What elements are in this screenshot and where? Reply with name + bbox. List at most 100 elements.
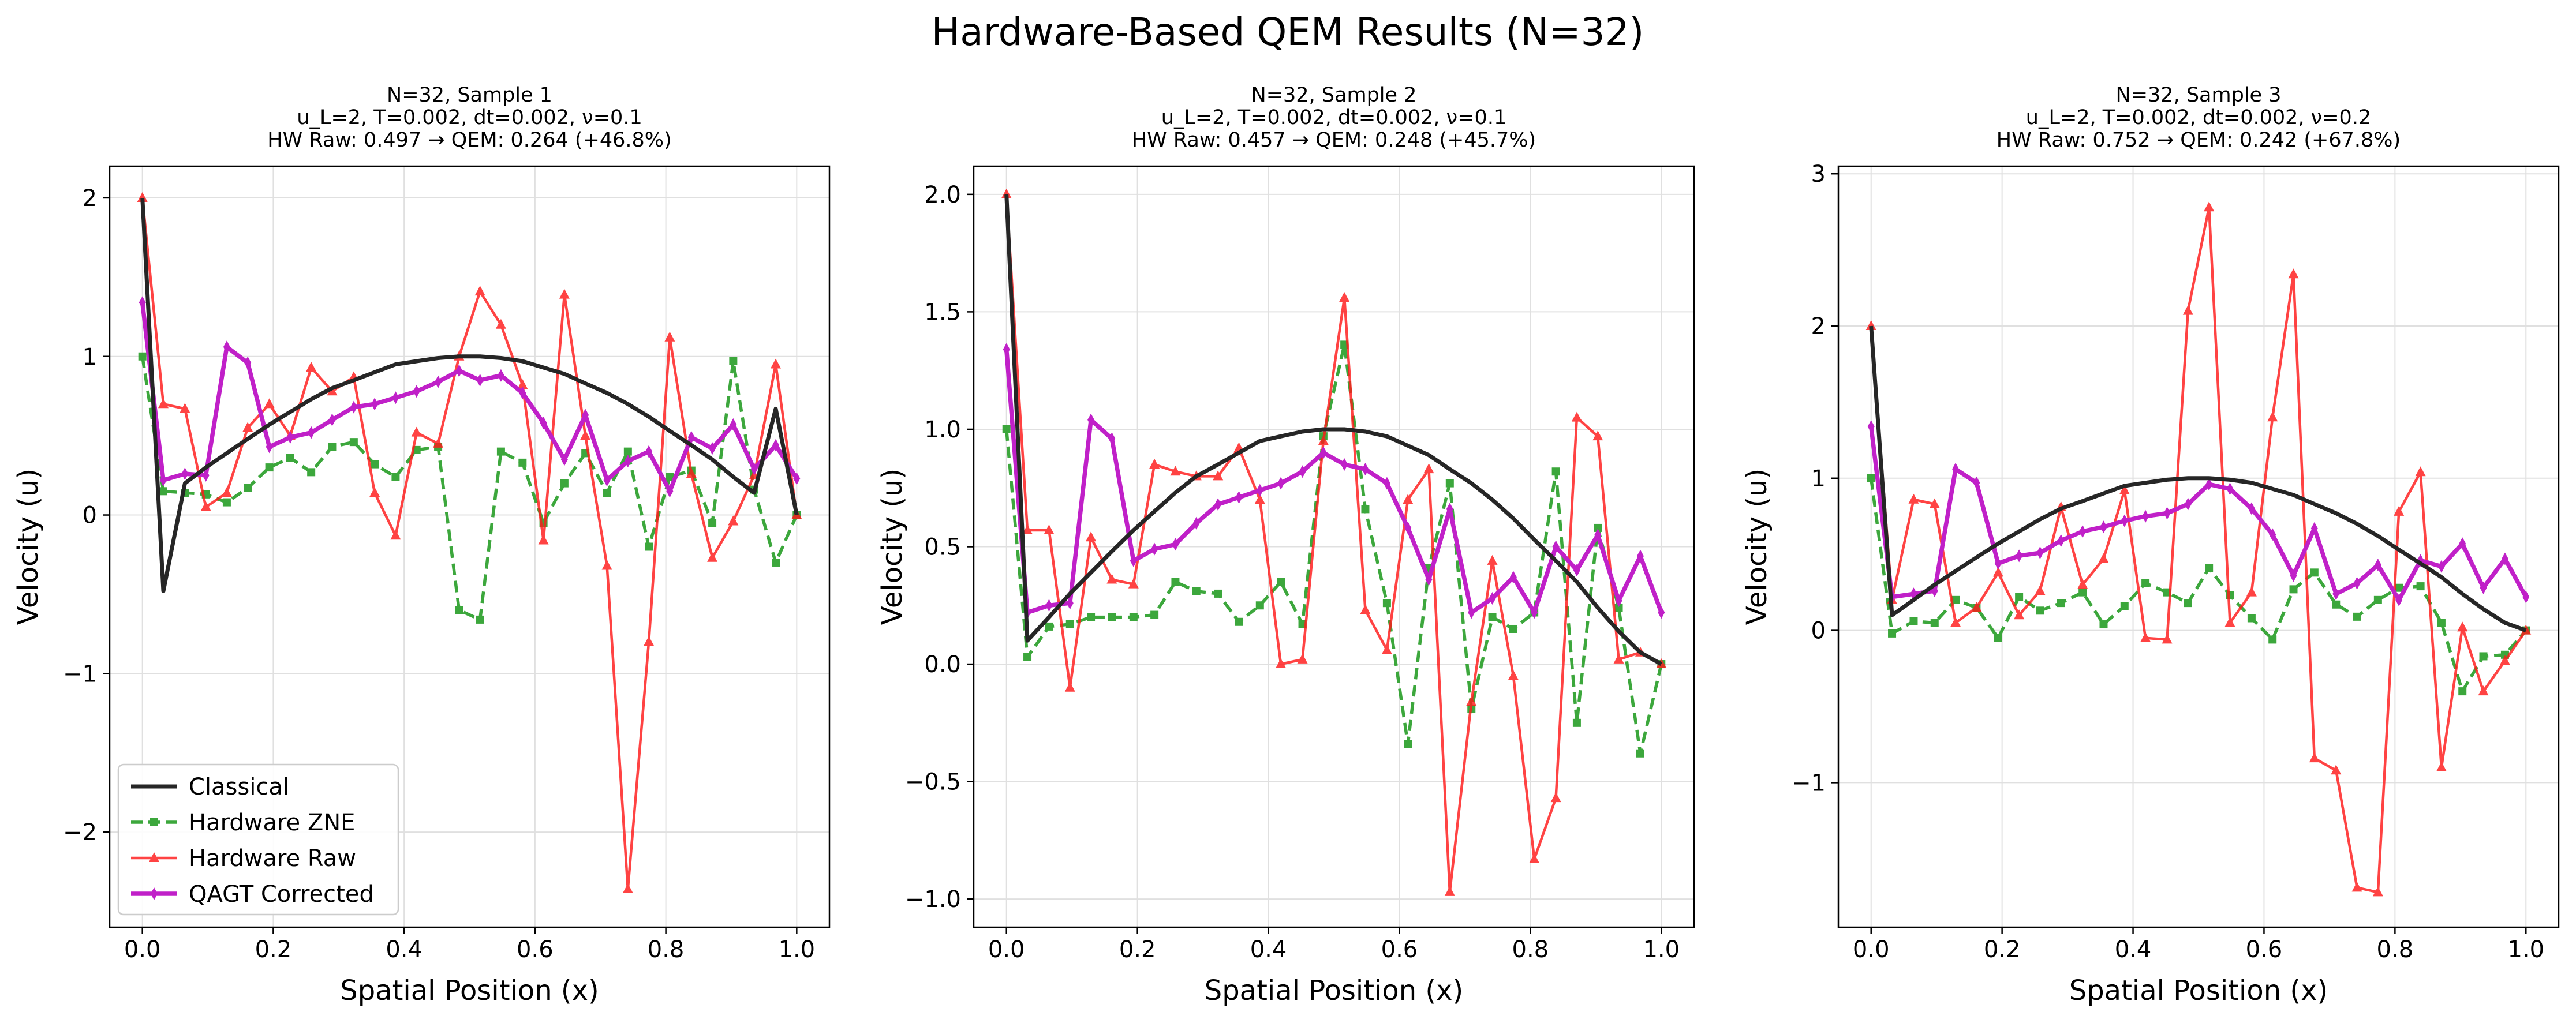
panel-3-hardware-zne-point bbox=[1951, 595, 1960, 604]
panel-2-hardware-zne-point bbox=[1551, 467, 1560, 476]
legend-box bbox=[117, 763, 399, 916]
panel-1-xtick-label: 0.2 bbox=[255, 936, 292, 963]
panel-1-hardware-raw-point bbox=[221, 487, 232, 497]
panel-3-hardware-zne-point bbox=[2099, 620, 2108, 629]
panel-3-hardware-raw-point bbox=[2098, 553, 2109, 563]
panel-3-qagt-corrected-point bbox=[2142, 509, 2149, 523]
panel-1-qagt-corrected-point bbox=[730, 418, 737, 431]
panel-1-hardware-zne-point bbox=[645, 542, 653, 551]
panel-2-hardware-raw-point bbox=[1508, 670, 1519, 680]
panel-1-series-qagt-corrected bbox=[139, 296, 801, 498]
panel-1-hardware-raw-point bbox=[180, 403, 190, 413]
panel-1-hardware-raw-point bbox=[306, 361, 317, 372]
panel-2-hardware-zne-point bbox=[1129, 613, 1138, 621]
panel-1-hardware-zne-point bbox=[496, 447, 505, 456]
panel-1-hardware-zne-point bbox=[603, 489, 611, 497]
panel-1-hardware-zne-point bbox=[476, 615, 484, 624]
panel-1-hardware-raw-point bbox=[495, 318, 506, 329]
panel-3-qagt-corrected-point bbox=[2036, 546, 2044, 560]
panel-2-ytick-label: 1.5 bbox=[924, 299, 961, 325]
panel-1-hardware-zne-point bbox=[222, 498, 231, 507]
panel-2-hardware-raw-point bbox=[1276, 658, 1287, 669]
panel-1-ytick-label: 2 bbox=[83, 185, 97, 212]
panel-1-hardware-raw-point bbox=[601, 560, 612, 570]
panel-1-hardware-zne-point bbox=[772, 558, 780, 567]
panel-2-qagt-corrected-point bbox=[1425, 573, 1433, 586]
panel-2-ytick-label: 0.0 bbox=[924, 651, 961, 678]
panel-1-hardware-raw-point bbox=[517, 379, 528, 389]
panel-1-hardware-raw-point bbox=[369, 487, 380, 497]
panel-3-qagt-corrected-point bbox=[1867, 420, 1875, 433]
legend-hardware-raw-label: Hardware Raw bbox=[189, 845, 356, 872]
panel-3-qagt-corrected-point bbox=[2184, 497, 2192, 511]
legend: Classical Hardware ZNE Hardware Raw QAGT Co… bbox=[117, 763, 399, 916]
panel-1-hardware-raw-point bbox=[327, 385, 338, 396]
panel-2-qagt-corrected-point bbox=[1594, 529, 1602, 542]
panel-3-series-classical bbox=[1869, 325, 2527, 632]
panel-3-hardware-zne-point bbox=[2395, 583, 2403, 592]
panel-2-hardware-raw-point bbox=[1128, 578, 1139, 589]
panel-2-hardware-raw-point bbox=[1149, 459, 1160, 469]
panel-2-hardware-raw-point bbox=[1403, 494, 1414, 504]
panel-1-hardware-zne-point bbox=[138, 352, 147, 361]
panel-3-hardware-raw-point bbox=[2394, 505, 2405, 516]
panel-1-qagt-corrected-point bbox=[181, 467, 189, 481]
panel-2-hardware-raw-point bbox=[1613, 653, 1624, 664]
panel-3-xtick-label: 0.4 bbox=[2115, 936, 2152, 963]
panel-2-hardware-raw-point bbox=[1106, 574, 1117, 584]
panel-2-hardware-raw-point bbox=[1213, 470, 1224, 481]
panel-2-qagt-corrected-point bbox=[1531, 606, 1538, 619]
panel-2-xtick-label: 0.2 bbox=[1119, 936, 1156, 963]
panel-1-hardware-raw-point bbox=[390, 530, 401, 540]
panel-1-hardware-raw-point bbox=[264, 398, 275, 409]
panel-2: N=32, Sample 2u_L=2, T=0.002, dt=0.002, … bbox=[876, 84, 1695, 1007]
panel-1-qagt-corrected-point bbox=[350, 400, 357, 414]
panel-1-hardware-raw-point bbox=[707, 552, 718, 562]
panel-2-hardware-zne-point bbox=[1614, 604, 1623, 612]
panel-1-classical-line bbox=[140, 197, 799, 593]
panel-2-hardware-zne-point bbox=[1108, 613, 1116, 621]
panel-1-qagt-corrected-line bbox=[140, 302, 799, 494]
panel-2-qagt-corrected-point bbox=[1319, 446, 1327, 459]
panel-1-xtick-label: 0.6 bbox=[517, 936, 554, 963]
panel-3-qagt-corrected-point bbox=[2522, 590, 2530, 604]
panel-2-qagt-corrected-point bbox=[1573, 564, 1580, 577]
panel-3-hardware-zne-point bbox=[2289, 585, 2298, 594]
panel-3-xtick-label: 1.0 bbox=[2507, 936, 2544, 963]
panel-1-qagt-corrected-point bbox=[223, 340, 230, 354]
panel-2-hardware-raw-point bbox=[1339, 291, 1350, 302]
panel-2-classical-line bbox=[1004, 194, 1663, 666]
panel-3-hardware-zne-point bbox=[2479, 652, 2488, 661]
legend-qagt-corrected-label: QAGT Corrected bbox=[189, 881, 374, 908]
panel-3-ytick-label: 2 bbox=[1811, 313, 1826, 340]
panel-2-hardware-raw-line bbox=[1005, 194, 1662, 894]
panel-1-ytick-label: −1 bbox=[63, 661, 97, 687]
panel-3-hardware-raw-point bbox=[2288, 268, 2299, 279]
panel-3-hardware-raw-point bbox=[2077, 579, 2088, 589]
panel-2-qagt-corrected-point bbox=[1383, 477, 1390, 490]
panel-1-hardware-zne-point bbox=[391, 473, 400, 481]
panel-1-hardware-raw-point bbox=[538, 534, 549, 545]
panel-3-hardware-zne-point bbox=[2268, 635, 2277, 644]
panel-3-ytick-label: −1 bbox=[1792, 770, 1826, 796]
panel-2-qagt-corrected-point bbox=[1658, 606, 1665, 619]
panel-3-hardware-zne-point bbox=[2458, 687, 2467, 696]
panel-3-hardware-raw-point bbox=[2182, 305, 2193, 315]
panel-3-hardware-zne-point bbox=[2141, 579, 2150, 587]
panel-3-hardware-zne-point bbox=[1994, 634, 2002, 642]
panel-3-hardware-raw-point bbox=[2246, 586, 2257, 597]
panel-2-hardware-raw-point bbox=[1170, 466, 1181, 476]
panel-2-hardware-raw-point bbox=[1487, 554, 1498, 565]
panel-3-hardware-raw-line bbox=[1870, 205, 2528, 894]
panel-3-hardware-zne-point bbox=[2353, 612, 2361, 621]
panel-2-qagt-corrected-point bbox=[1299, 465, 1306, 478]
panel-1-title-line-1: N=32, Sample 1 bbox=[387, 84, 552, 107]
panel-3-hardware-raw-point bbox=[1950, 617, 1961, 627]
panel-1-qagt-corrected-point bbox=[793, 472, 801, 485]
panel-3-hardware-raw-point bbox=[1929, 498, 1940, 508]
panel-2-hardware-raw-point bbox=[1423, 463, 1434, 474]
panel-1-hardware-raw-point bbox=[158, 398, 169, 409]
panel-3-hardware-raw-point bbox=[2204, 201, 2215, 212]
panel-2-hardware-zne-point bbox=[1255, 601, 1264, 610]
